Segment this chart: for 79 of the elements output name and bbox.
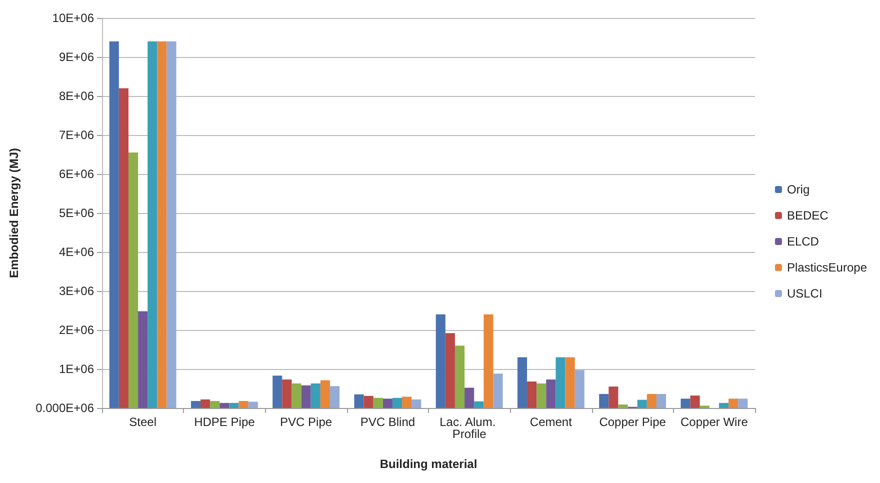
bar: [248, 402, 258, 408]
bar: [728, 398, 738, 408]
y-tick-label: 10E+06: [52, 11, 94, 25]
bar: [527, 381, 537, 408]
bar: [220, 402, 230, 408]
bar: [536, 383, 546, 408]
legend-label: Orig: [786, 182, 810, 196]
bar: [166, 41, 176, 408]
bar: [138, 311, 148, 408]
bar: [517, 357, 528, 408]
bar: [272, 376, 282, 408]
x-tick-label: Copper Pipe: [599, 415, 666, 429]
bar: [608, 386, 618, 408]
bar: [637, 400, 647, 408]
x-tick-label: PVC Blind: [360, 415, 416, 429]
bar: [157, 41, 167, 408]
bar: [546, 380, 556, 408]
bar: [382, 398, 392, 408]
bar: [310, 383, 320, 408]
y-tick-label: 0.000E+06: [36, 401, 94, 415]
y-axis-title: Embodied Energy (MJ): [7, 148, 21, 278]
x-tick-label: HDPE Pipe: [194, 415, 256, 429]
x-tick-label: PVC Pipe: [280, 415, 332, 429]
bar: [656, 394, 666, 408]
bar: [738, 398, 748, 408]
bar: [454, 346, 465, 408]
bar: [301, 385, 311, 408]
bar: [436, 314, 446, 408]
y-tick-label: 4E+06: [58, 245, 94, 259]
bar: [493, 374, 503, 408]
legend-label: PlasticsEurope: [786, 260, 868, 274]
y-tick-label: 3E+06: [58, 284, 94, 298]
bar: [565, 357, 575, 408]
bar: [474, 401, 484, 408]
bar: [484, 314, 494, 408]
bar: [109, 41, 119, 408]
y-tick-label: 2E+06: [58, 323, 94, 337]
bar: [445, 333, 455, 408]
bar: [320, 380, 330, 408]
y-tick-label: 6E+06: [58, 167, 94, 181]
bar: [392, 398, 402, 408]
bar: [680, 398, 690, 408]
legend-label: BEDEC: [786, 208, 829, 222]
bar: [373, 398, 383, 408]
bar: [402, 396, 412, 408]
bar: [330, 386, 340, 408]
y-tick-label: 5E+06: [58, 206, 94, 220]
legend-label: USLCI: [786, 286, 822, 300]
y-tick-label: 9E+06: [58, 50, 94, 64]
bar: [412, 399, 422, 408]
x-axis-title: Building material: [380, 457, 478, 471]
legend-label: ELCD: [786, 234, 820, 248]
bar: [364, 396, 374, 408]
bar: [118, 88, 128, 408]
bar: [556, 357, 566, 408]
bar: [718, 402, 729, 408]
x-tick-label: Copper Wire: [680, 415, 748, 429]
bar: [690, 396, 700, 408]
bar: [354, 394, 364, 408]
bar: [128, 152, 138, 408]
bar: [238, 400, 248, 408]
bar: [200, 399, 210, 408]
bar: [210, 400, 220, 408]
bar: [282, 380, 292, 408]
x-tick-label: Steel: [129, 415, 156, 429]
bar: [574, 370, 584, 408]
bar: [599, 394, 609, 408]
x-tick-label: Cement: [530, 415, 573, 429]
x-tick-label: Lac. Alum. Profile: [440, 415, 499, 441]
bar: [148, 41, 158, 408]
y-tick-label: 8E+06: [58, 89, 94, 103]
y-tick-label: 7E+06: [58, 128, 94, 142]
bar: [618, 404, 628, 408]
bar: [229, 402, 239, 408]
bar: [464, 388, 474, 408]
bar: [646, 394, 656, 408]
bar: [292, 383, 302, 408]
y-tick-label: 1E+06: [58, 362, 94, 376]
bar: [190, 400, 201, 408]
